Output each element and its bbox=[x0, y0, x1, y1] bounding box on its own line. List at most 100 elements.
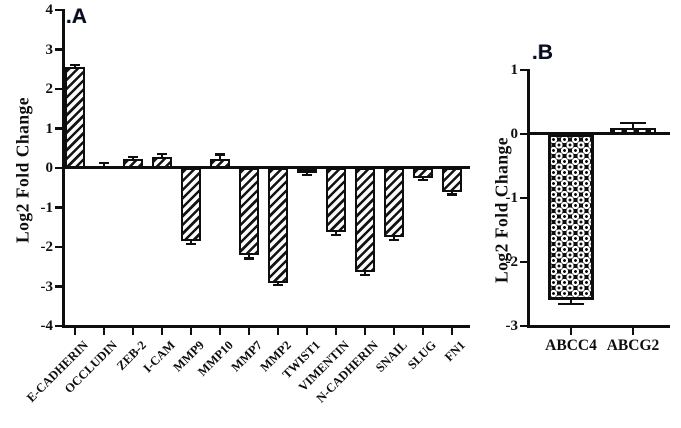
x-tick bbox=[334, 327, 338, 335]
zero-line bbox=[62, 166, 470, 170]
y-tick-label: 0 bbox=[45, 160, 54, 176]
y-tick bbox=[520, 196, 527, 200]
x-tick bbox=[102, 327, 106, 335]
error-bar-cap bbox=[186, 242, 196, 245]
zero-line bbox=[527, 132, 670, 136]
x-tick bbox=[218, 327, 222, 335]
y-tick-label: 2 bbox=[45, 81, 54, 97]
bar-mmp9 bbox=[181, 168, 201, 242]
x-tick bbox=[305, 327, 309, 335]
y-tick-label: -2 bbox=[505, 254, 519, 270]
panel-a-letter: .A bbox=[66, 5, 87, 28]
bar-i-cam bbox=[152, 156, 172, 168]
y-tick bbox=[55, 324, 62, 328]
bar-abcc4 bbox=[548, 134, 594, 301]
y-tick-label: 1 bbox=[45, 120, 54, 137]
y-tick bbox=[55, 166, 62, 170]
error-bar-stem bbox=[248, 254, 250, 259]
y-tick-label: 0 bbox=[510, 126, 519, 142]
bar-vimentin bbox=[326, 168, 346, 232]
x-tick bbox=[450, 327, 454, 335]
y-tick bbox=[55, 206, 62, 209]
bar-mmp2 bbox=[268, 168, 288, 283]
y-tick bbox=[55, 8, 62, 12]
y-tick-label: 3 bbox=[45, 41, 54, 58]
y-tick-label: -1 bbox=[40, 199, 54, 216]
error-bar-cap bbox=[389, 239, 399, 242]
error-bar-cap bbox=[302, 173, 312, 176]
x-axis-line bbox=[62, 324, 470, 328]
error-bar-cap bbox=[273, 284, 283, 287]
y-tick bbox=[520, 68, 527, 72]
x-tick bbox=[160, 327, 164, 335]
y-tick bbox=[520, 260, 527, 264]
category-label-abcc4: ABCC4 bbox=[545, 337, 597, 354]
error-bar-stem bbox=[335, 231, 337, 236]
error-bar-cap bbox=[620, 122, 646, 125]
bar-occludin bbox=[94, 166, 114, 169]
error-bar-cap bbox=[70, 63, 80, 66]
error-bar-cap bbox=[447, 193, 457, 196]
bar-e-cadherin bbox=[65, 67, 85, 168]
bar-slug bbox=[413, 168, 433, 178]
x-tick bbox=[189, 327, 193, 335]
y-tick bbox=[55, 285, 62, 288]
error-bar-cap bbox=[215, 153, 225, 156]
y-tick bbox=[55, 48, 62, 51]
y-tick-label: -3 bbox=[505, 318, 519, 334]
bar-n-cadherin bbox=[355, 168, 375, 272]
error-bar-stem bbox=[277, 282, 279, 286]
bar-fn1 bbox=[442, 168, 462, 192]
error-bar-stem bbox=[161, 153, 163, 157]
x-tick bbox=[421, 327, 425, 335]
bar-mmp10 bbox=[210, 159, 230, 168]
y-tick bbox=[520, 132, 527, 136]
bar-mmp7 bbox=[239, 168, 259, 255]
bar-abcg2 bbox=[610, 127, 656, 134]
panel-b-letter: .B bbox=[532, 41, 553, 64]
error-bar-stem bbox=[219, 154, 221, 160]
y-tick-label: 4 bbox=[45, 2, 54, 18]
x-axis-line bbox=[527, 324, 670, 328]
error-bar-cap bbox=[331, 234, 341, 237]
y-tick bbox=[55, 127, 62, 130]
x-tick bbox=[73, 327, 77, 335]
error-bar-cap bbox=[558, 303, 584, 306]
bar-snail bbox=[384, 168, 404, 238]
y-axis-line bbox=[527, 69, 530, 328]
y-tick bbox=[55, 87, 62, 91]
y-tick-label: -3 bbox=[40, 278, 54, 295]
error-bar-cap bbox=[157, 152, 167, 155]
x-tick bbox=[569, 327, 573, 335]
error-bar-cap bbox=[360, 273, 370, 276]
y-tick bbox=[520, 324, 527, 328]
y-tick bbox=[55, 245, 62, 249]
error-bar-stem bbox=[74, 64, 76, 68]
error-bar-cap bbox=[244, 257, 254, 260]
category-label-abcg2: ABCG2 bbox=[606, 337, 660, 354]
y-tick-label: 1 bbox=[510, 62, 519, 78]
error-bar-stem bbox=[190, 241, 192, 244]
y-tick-label: -2 bbox=[40, 239, 54, 255]
x-tick bbox=[392, 327, 396, 335]
error-bar-stem bbox=[393, 237, 395, 241]
x-tick bbox=[247, 327, 251, 335]
bar-zeb-2 bbox=[123, 159, 143, 168]
x-tick bbox=[363, 327, 367, 335]
y-tick-label: -1 bbox=[505, 190, 519, 206]
y-tick-label: -4 bbox=[40, 318, 54, 334]
error-bar-stem bbox=[570, 300, 572, 305]
error-bar-cap bbox=[128, 155, 138, 159]
error-bar-stem bbox=[103, 163, 105, 167]
bar-twist1 bbox=[297, 168, 317, 173]
error-bar-cap bbox=[99, 162, 109, 165]
error-bar-stem bbox=[132, 156, 134, 160]
error-bar-cap bbox=[418, 178, 428, 181]
x-tick bbox=[131, 327, 135, 335]
error-bar-stem bbox=[364, 271, 366, 275]
x-tick bbox=[631, 327, 635, 335]
error-bar-stem bbox=[451, 191, 453, 195]
